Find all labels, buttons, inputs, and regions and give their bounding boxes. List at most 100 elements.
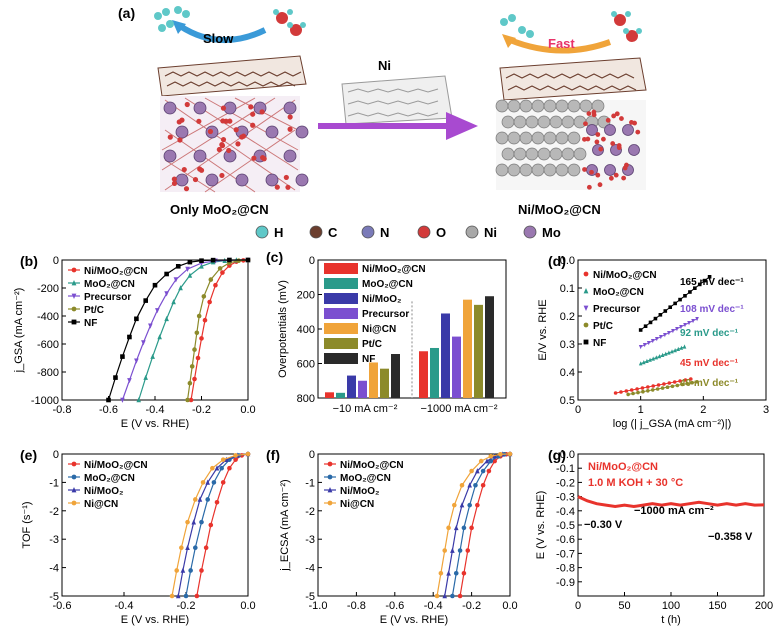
ni-atom (555, 99, 569, 113)
data-point (245, 451, 251, 457)
o-atom (597, 182, 603, 188)
legend-label: Ni/MoO₂@CN (588, 461, 658, 473)
ni-atom (525, 147, 539, 161)
data-point (453, 570, 459, 576)
o-atom (233, 127, 239, 133)
series (169, 451, 251, 599)
element-label: N (380, 225, 389, 240)
data-point (626, 392, 630, 397)
legend-label: Ni/MoO₂@CN (340, 460, 404, 471)
data-point (475, 468, 480, 474)
data-point (71, 461, 77, 467)
fast-arrow: Fast (502, 34, 612, 54)
o-atom (197, 166, 203, 172)
y-tick-label: -1 (49, 477, 59, 489)
mo-atom (163, 101, 177, 115)
x-tick-label: -0.8 (347, 600, 366, 612)
x-tick-label: -0.4 (424, 600, 443, 612)
series (106, 257, 251, 403)
bar (380, 368, 389, 398)
ni-atom (567, 99, 581, 113)
o-atom (274, 184, 280, 190)
y-tick-label: -4 (49, 563, 59, 575)
o-atom (624, 162, 629, 168)
data-point (187, 259, 193, 265)
ni-atom (513, 147, 527, 161)
o-atom (216, 146, 222, 153)
data-point (199, 258, 204, 263)
data-point (71, 474, 77, 480)
ni-atom (507, 163, 521, 177)
legend-swatch (324, 278, 358, 289)
y-tick-label: -800 (37, 367, 59, 379)
legend-label: MoO₂@CN (362, 279, 413, 290)
y-tick-label: -400 (37, 311, 59, 323)
mo-atom (295, 173, 309, 187)
data-point (498, 451, 503, 457)
legend-swatch (324, 353, 358, 364)
y-tick-label: 600 (297, 359, 315, 371)
o-atom (219, 172, 225, 179)
panel-label: (c) (266, 249, 283, 265)
data-point (480, 468, 486, 474)
data-point (185, 519, 190, 525)
tafel-slope-label: 45 mV dec⁻¹ (680, 358, 739, 369)
legend-swatch (324, 308, 358, 319)
h2-molecules-left (154, 6, 190, 32)
bar (419, 351, 428, 398)
element-label: Mo (542, 225, 561, 240)
data-point (446, 570, 451, 576)
fit-line (640, 276, 710, 331)
bar (474, 304, 483, 398)
legend-label: Ni/MoO₂ (84, 486, 123, 497)
data-point (327, 500, 333, 506)
data-point (638, 328, 643, 332)
o-atom (635, 129, 641, 135)
o-atom (601, 136, 606, 142)
o-atom (219, 142, 225, 148)
mo-atom (295, 125, 309, 139)
bar (358, 380, 367, 398)
end-potential-label: −0.358 V (708, 531, 753, 543)
x-tick-label: 3 (763, 404, 769, 416)
series (457, 451, 513, 599)
o-atom (595, 172, 601, 178)
data-point (461, 525, 467, 531)
legend-label: Ni/MoO₂@CN (362, 264, 426, 275)
slow-arrow: Slow (172, 20, 267, 46)
x-axis-label: log (| j_GSA (mA cm⁻²)|) (613, 418, 731, 430)
data-point (583, 271, 589, 277)
ni-atom (531, 163, 545, 177)
fit-line (640, 318, 698, 348)
legend-label: Precursor (84, 292, 131, 303)
data-point (220, 480, 226, 485)
o-atom (614, 111, 620, 117)
x-tick-label: 2 (700, 404, 706, 416)
data-point (150, 353, 155, 359)
data-point (583, 339, 589, 345)
data-point (134, 316, 139, 322)
data-point (227, 465, 232, 471)
data-point (465, 548, 471, 553)
bar (369, 362, 378, 398)
ni-atom (573, 147, 587, 161)
data-point (446, 525, 451, 531)
mo-atom (193, 149, 207, 163)
data-point (106, 397, 111, 403)
slow-label: Slow (203, 31, 234, 46)
tafel-slope-label: 40 mV dec⁻¹ (680, 378, 739, 389)
element-swatch (361, 225, 375, 239)
mo-atom (628, 144, 640, 156)
o-atom (287, 126, 293, 132)
panel-label: (e) (20, 447, 37, 463)
category-label: −10 mA cm⁻² (333, 403, 398, 415)
y-tick-label: -5 (49, 591, 59, 603)
chart-b: (b) -0.8 -0.6 -0.4 -0.2 0.0 0 -200 -400 -600 -800 -… (13, 253, 256, 430)
o-atom (250, 122, 256, 128)
o-atom (285, 184, 291, 190)
series (434, 451, 513, 599)
x-tick-label: -1.0 (309, 600, 328, 612)
y-tick-label: -0.3 (556, 492, 575, 504)
data-point (682, 344, 687, 349)
legend-label: MoO₂@CN (340, 473, 391, 484)
